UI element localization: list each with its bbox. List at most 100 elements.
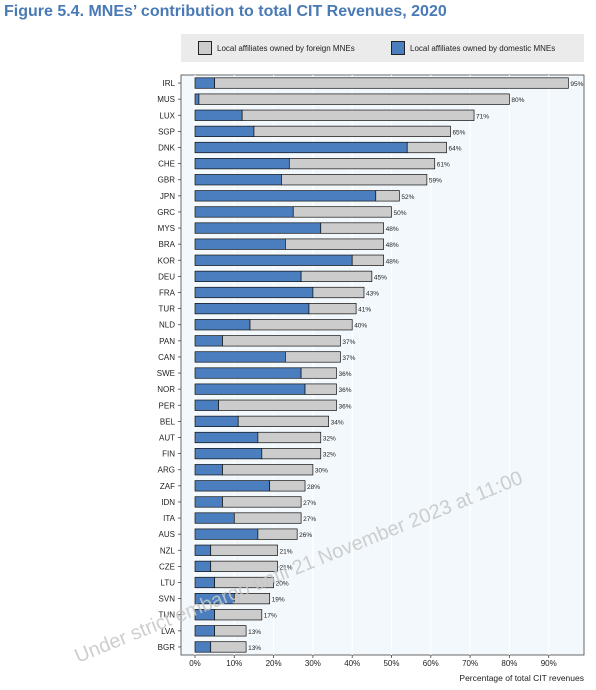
data-label: 48% [386, 242, 399, 249]
data-label: 21% [280, 548, 293, 555]
bar-foreign [237, 415, 329, 427]
category-label: JPN [160, 192, 175, 201]
bar-foreign [257, 431, 322, 444]
bar-foreign [312, 286, 365, 299]
category-label: CAN [158, 353, 175, 362]
bar-foreign [375, 190, 400, 202]
category-label: GBR [158, 176, 176, 185]
category-label: SGP [158, 127, 175, 136]
data-label: 34% [331, 419, 344, 426]
bar-domestic [194, 383, 306, 395]
bar-domestic [194, 641, 212, 653]
x-tick-label: 70% [462, 659, 478, 668]
bar-domestic [194, 335, 223, 347]
category-label: NLD [159, 321, 175, 330]
bar-foreign [320, 222, 384, 234]
category-label: LVA [161, 627, 176, 636]
bar-domestic [194, 415, 239, 427]
bar-domestic [194, 576, 215, 589]
bar-foreign [218, 399, 337, 411]
bar-foreign [214, 609, 263, 621]
category-label: NOR [157, 385, 175, 394]
category-label: PER [159, 401, 176, 410]
data-label: 36% [338, 387, 351, 394]
bar-foreign [300, 367, 337, 379]
bar-domestic [194, 158, 290, 170]
bar-domestic [194, 270, 302, 282]
category-label: BEL [160, 417, 176, 426]
category-label: SVN [159, 595, 176, 604]
data-label: 61% [437, 162, 450, 169]
category-label: SWE [157, 369, 175, 378]
bar-domestic [194, 431, 259, 444]
data-label: 48% [386, 258, 399, 265]
bar-domestic [194, 254, 353, 266]
bar-domestic [194, 141, 408, 154]
data-label: 65% [452, 129, 465, 136]
bar-domestic [194, 399, 219, 411]
data-label: 19% [272, 597, 285, 604]
bar-foreign [285, 351, 341, 363]
x-tick-label: 60% [423, 659, 439, 668]
bar-foreign [269, 480, 306, 492]
data-label: 13% [248, 645, 261, 652]
bar-domestic [194, 109, 243, 121]
x-tick-label: 30% [305, 659, 321, 668]
bar-domestic [194, 303, 310, 315]
data-label: 36% [338, 371, 351, 378]
bar-foreign [210, 641, 247, 653]
bar-foreign [261, 448, 322, 460]
bar-domestic [194, 512, 235, 524]
data-label: 48% [386, 226, 399, 233]
data-label: 30% [315, 468, 328, 475]
data-label: 50% [394, 210, 407, 217]
bar-domestic [194, 222, 322, 234]
data-label: 71% [476, 113, 489, 120]
data-label: 41% [358, 307, 371, 314]
bar-foreign [214, 576, 274, 589]
category-label: LTU [160, 579, 175, 588]
bar-foreign [233, 512, 302, 524]
category-label: BGR [158, 643, 176, 652]
data-label: 37% [342, 355, 355, 362]
category-label: IRL [163, 79, 176, 88]
bar-foreign [285, 238, 384, 250]
data-label: 27% [303, 500, 316, 507]
data-label: 26% [299, 532, 312, 539]
bar-foreign [300, 270, 373, 282]
bar-domestic [194, 496, 223, 508]
bar-foreign [253, 125, 451, 137]
data-label: 64% [449, 146, 462, 153]
category-label: GRC [157, 208, 175, 217]
data-label: 43% [366, 291, 379, 298]
x-tick-label: 20% [266, 659, 282, 668]
category-label: ARG [158, 466, 175, 475]
bar-domestic [194, 464, 223, 476]
bar-domestic [194, 190, 377, 202]
bar-domestic [194, 77, 215, 89]
data-label: 17% [264, 613, 277, 620]
data-label: 37% [342, 339, 355, 346]
bar-foreign [292, 206, 392, 218]
bar-domestic [194, 319, 251, 331]
bar-domestic [194, 206, 294, 218]
category-label: LUX [159, 111, 175, 120]
data-label: 32% [323, 452, 336, 459]
bar-foreign [214, 77, 569, 89]
bar-foreign [288, 158, 436, 170]
bar-domestic [194, 125, 255, 137]
category-label: AUT [159, 434, 175, 443]
bar-domestic [194, 560, 212, 572]
bar-domestic [194, 528, 259, 540]
bar-foreign [281, 174, 428, 186]
data-label: 20% [276, 581, 289, 588]
bar-foreign [304, 383, 337, 395]
x-tick-label: 50% [383, 659, 399, 668]
bar-foreign [351, 254, 384, 266]
data-label: 80% [511, 97, 524, 104]
x-axis-title: Percentage of total CIT revenues [459, 673, 584, 683]
legend-swatch-domestic [391, 41, 405, 55]
bar-foreign [222, 335, 341, 347]
category-label: IDN [161, 498, 175, 507]
